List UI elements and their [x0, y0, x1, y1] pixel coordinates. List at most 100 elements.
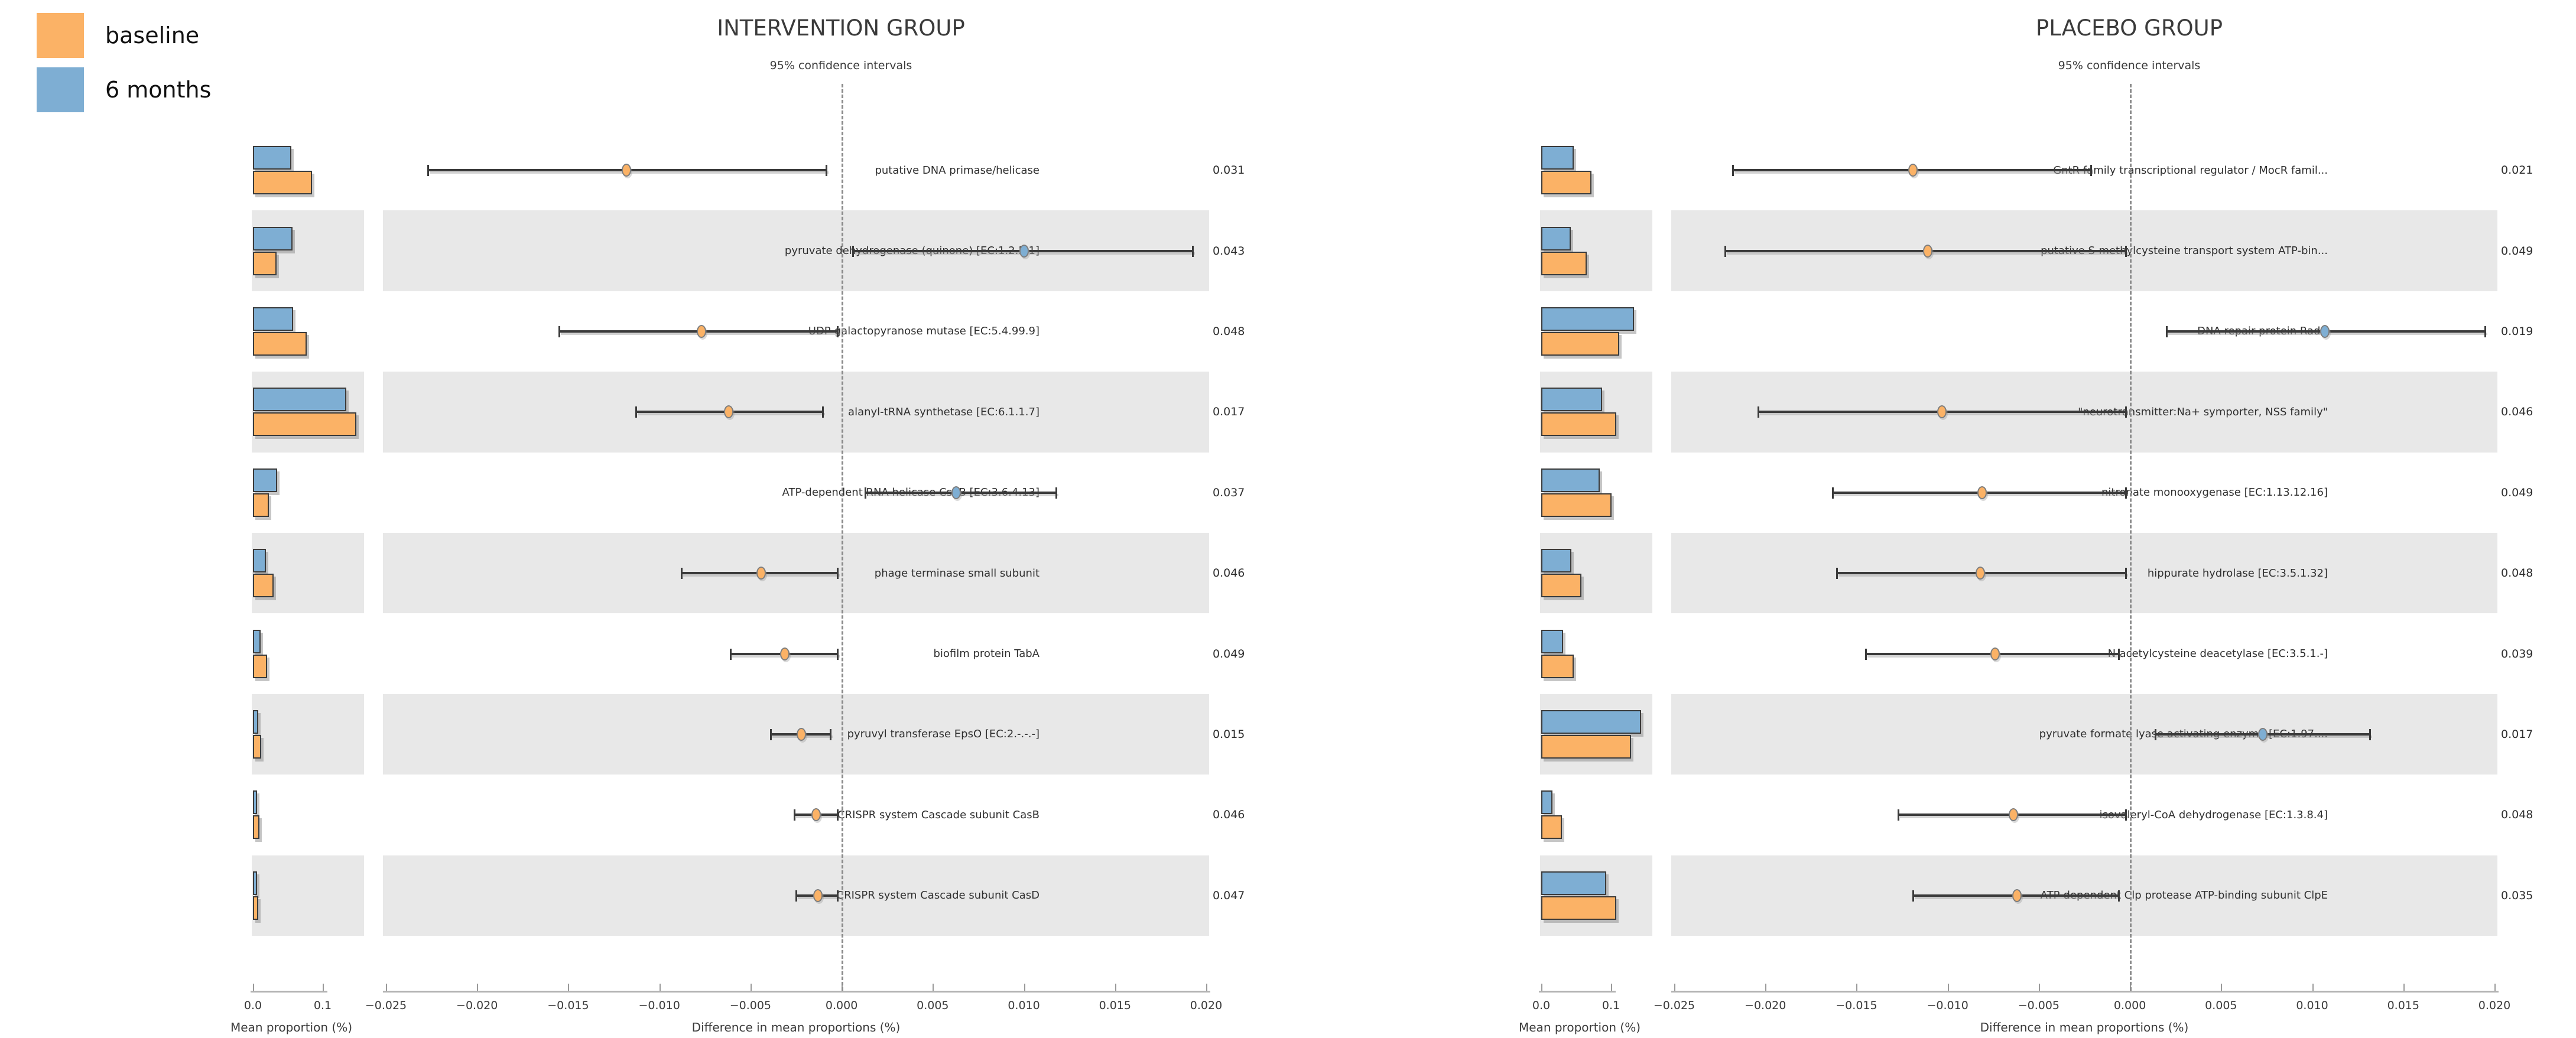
six-months-bar — [1541, 307, 1634, 331]
ci-cap-high — [822, 406, 824, 418]
bar-axis-tick — [323, 984, 324, 991]
row-stripe-bars — [1540, 694, 1652, 775]
diff-axis-tick-label: 0.005 — [2205, 999, 2237, 1012]
p-value: 0.048 — [2501, 567, 2533, 580]
diff-axis-tick — [2403, 984, 2405, 991]
diff-axis-tick-label: 0.010 — [2296, 999, 2328, 1012]
ci-mean-dot — [780, 647, 790, 660]
bar-axis-tick — [253, 984, 254, 991]
diff-axis-tick — [2494, 984, 2496, 991]
baseline-bar — [253, 654, 267, 678]
six-months-bar — [253, 468, 277, 492]
six-months-bar — [1541, 146, 1574, 170]
p-value: 0.049 — [2501, 244, 2533, 258]
six-months-bar — [253, 226, 293, 250]
ci-mean-dot — [696, 325, 706, 338]
diff-axis-tick — [2038, 984, 2040, 991]
diff-axis-tick — [1856, 984, 1858, 991]
ci-mean-dot — [1908, 164, 1918, 177]
ci-mean-dot — [2012, 889, 2022, 902]
diff-axis-tick — [1024, 984, 1025, 991]
baseline-bar — [253, 171, 312, 195]
legend-label: baseline — [105, 22, 200, 48]
diff-axis-tick — [568, 984, 570, 991]
ci-mean-dot — [951, 486, 961, 499]
diff-axis-tick-label: 0.015 — [2387, 999, 2419, 1012]
ci-cap-low — [795, 890, 797, 902]
diff-axis-tick — [1206, 984, 1207, 991]
baseline-bar — [1541, 493, 1612, 517]
ci-mean-dot — [622, 164, 632, 177]
diff-axis-tick — [1947, 984, 1949, 991]
diff-axis-tick-label: −0.005 — [2018, 999, 2060, 1012]
p-value: 0.046 — [2501, 405, 2533, 419]
ci-cap-high — [2125, 568, 2127, 580]
baseline-bar — [253, 332, 307, 356]
bar-axis-tick-label: 0.1 — [313, 999, 332, 1012]
ci-cap-low — [1732, 165, 1734, 177]
baseline-legend-swatch — [37, 13, 84, 58]
ci-cap-high — [836, 648, 839, 660]
baseline-bar — [1541, 574, 1581, 598]
bar-axis-tick-label: 0.0 — [243, 999, 262, 1012]
ci-mean-dot — [811, 808, 821, 822]
six-months-bar — [253, 629, 261, 653]
diff-axis-tick-label: 0.020 — [1190, 999, 1223, 1012]
placebo-panel: PLACEBO GROUP 95% confidence intervals Gnt… — [1288, 0, 2576, 1038]
six-months-bar — [1541, 790, 1552, 815]
baseline-bar — [1541, 735, 1631, 759]
p-value: 0.031 — [1213, 164, 1245, 177]
six-months-bar — [253, 871, 257, 895]
diff-axis-tick-label: −0.025 — [1653, 999, 1695, 1012]
p-value: 0.037 — [1213, 486, 1245, 499]
feature-label: phage terminase small subunit — [874, 567, 1040, 580]
p-value: 0.048 — [1213, 324, 1245, 338]
legend: baseline 6 months — [37, 13, 211, 122]
intervention-title: INTERVENTION GROUP — [717, 15, 965, 41]
ci-mean-dot — [1977, 486, 1987, 499]
legend-label: 6 months — [105, 77, 212, 103]
ci-cap-high — [2090, 165, 2093, 177]
six-months-bar — [253, 710, 258, 734]
feature-label: ATP-dependent Clp protease ATP-binding s… — [2040, 889, 2328, 902]
diff-axis-tick-label: −0.010 — [638, 999, 680, 1012]
feature-label: UDP-galactopyranose mutase [EC:5.4.99.9] — [808, 325, 1040, 338]
bar-axis-caption: Mean proportion (%) — [230, 1020, 352, 1034]
diff-axis-line — [383, 991, 1210, 993]
placebo-ci-header: 95% confidence intervals — [2058, 59, 2201, 72]
ci-cap-low — [1832, 487, 1834, 499]
bar-axis-tick-label: 0.0 — [1532, 999, 1551, 1012]
ci-mean-dot — [2320, 325, 2330, 338]
diff-axis-tick-label: −0.010 — [1927, 999, 1968, 1012]
diff-axis-tick — [659, 984, 661, 991]
ci-cap-high — [836, 890, 839, 902]
p-value: 0.046 — [1213, 567, 1245, 580]
row-stripe-bars — [1540, 210, 1652, 291]
legend-item: 6 months — [37, 67, 211, 112]
six-months-bar — [253, 388, 346, 412]
ci-mean-dot — [797, 728, 807, 741]
bar-axis-tick — [1541, 984, 1542, 991]
p-value: 0.047 — [1213, 889, 1245, 902]
ci-cap-high — [2117, 648, 2120, 660]
ci-cap-low — [1912, 890, 1915, 902]
baseline-bar — [1541, 251, 1587, 275]
ci-mean-dot — [1976, 567, 1986, 580]
diff-axis-tick — [386, 984, 387, 991]
row-stripe-bars — [1540, 372, 1652, 453]
six-months-bar — [253, 790, 257, 815]
bar-axis-line — [251, 991, 327, 993]
row-stripe-bars — [252, 694, 364, 775]
p-value: 0.048 — [2501, 808, 2533, 822]
six-months-legend-swatch — [37, 67, 84, 112]
ci-cap-high — [1055, 487, 1058, 499]
baseline-bar — [253, 251, 277, 275]
ci-cap-high — [2369, 729, 2372, 740]
baseline-bar — [253, 493, 269, 517]
baseline-bar — [1541, 654, 1574, 678]
p-value: 0.035 — [2501, 889, 2533, 902]
ci-error-bar — [865, 491, 1057, 494]
row-stripe-bars — [252, 533, 364, 614]
feature-label: CRISPR system Cascade subunit CasB — [837, 808, 1040, 821]
feature-label: N-acetylcysteine deacetylase [EC:3.5.1.-… — [2107, 647, 2328, 660]
